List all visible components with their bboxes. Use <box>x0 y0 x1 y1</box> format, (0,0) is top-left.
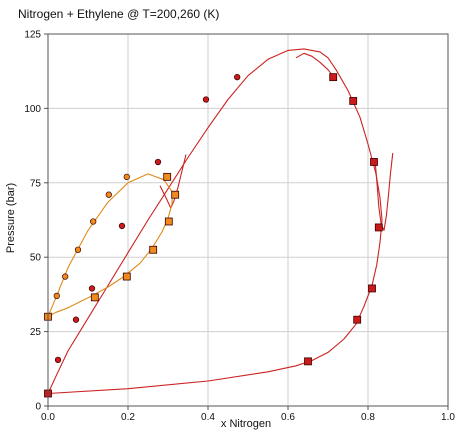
square-marker <box>164 217 173 226</box>
tick-layer: 0.0 0.2 0.4 0.6 0.8 1.0 0 25 50 75 100 125 <box>24 30 455 424</box>
y-tick-label: 75 <box>30 178 42 189</box>
circle-marker <box>74 246 82 253</box>
square-marker <box>353 315 362 324</box>
y-tick-label: 100 <box>24 104 41 115</box>
square-marker <box>122 272 131 281</box>
square-marker <box>304 357 312 366</box>
series-line <box>159 154 187 209</box>
y-tick-label: 50 <box>30 253 42 264</box>
series-line <box>374 152 394 231</box>
circle-marker <box>118 222 126 230</box>
series-line <box>47 48 383 395</box>
x-tick-label: 0.6 <box>281 412 295 423</box>
y-tick-label: 25 <box>30 327 42 338</box>
square-marker <box>149 245 158 254</box>
chart-title: Nitrogen + Ethylene @ T=200,260 (K) <box>18 7 219 21</box>
square-marker <box>374 223 383 232</box>
x-axis-label: x Nitrogen <box>221 418 271 430</box>
circle-marker <box>90 218 97 225</box>
square-marker <box>370 158 378 166</box>
x-tick-label: 0.0 <box>41 412 55 423</box>
y-tick-label: 0 <box>35 402 41 413</box>
circle-marker <box>202 96 210 103</box>
plot-frame <box>47 33 449 407</box>
square-marker <box>329 73 338 82</box>
x-tick-label: 1.0 <box>441 412 455 423</box>
y-tick-label: 125 <box>24 30 41 41</box>
circle-marker <box>234 74 241 81</box>
y-axis-label: Pressure (bar) <box>5 183 17 253</box>
square-marker <box>171 190 180 199</box>
square-marker <box>368 284 376 293</box>
circle-marker <box>88 285 96 292</box>
circle-marker <box>72 316 80 323</box>
x-tick-label: 0.8 <box>361 412 375 423</box>
marker-layer <box>44 73 383 398</box>
square-marker <box>163 172 172 181</box>
x-tick-label: 0.4 <box>201 412 215 423</box>
circle-marker <box>54 356 62 364</box>
circle-marker <box>154 158 162 166</box>
circle-marker <box>105 191 112 198</box>
series-line <box>295 52 335 78</box>
square-marker <box>90 293 99 302</box>
circle-marker <box>62 273 69 280</box>
square-marker <box>349 97 358 105</box>
circle-marker <box>123 173 130 180</box>
x-tick-label: 0.2 <box>121 412 135 423</box>
circle-marker <box>53 292 60 300</box>
